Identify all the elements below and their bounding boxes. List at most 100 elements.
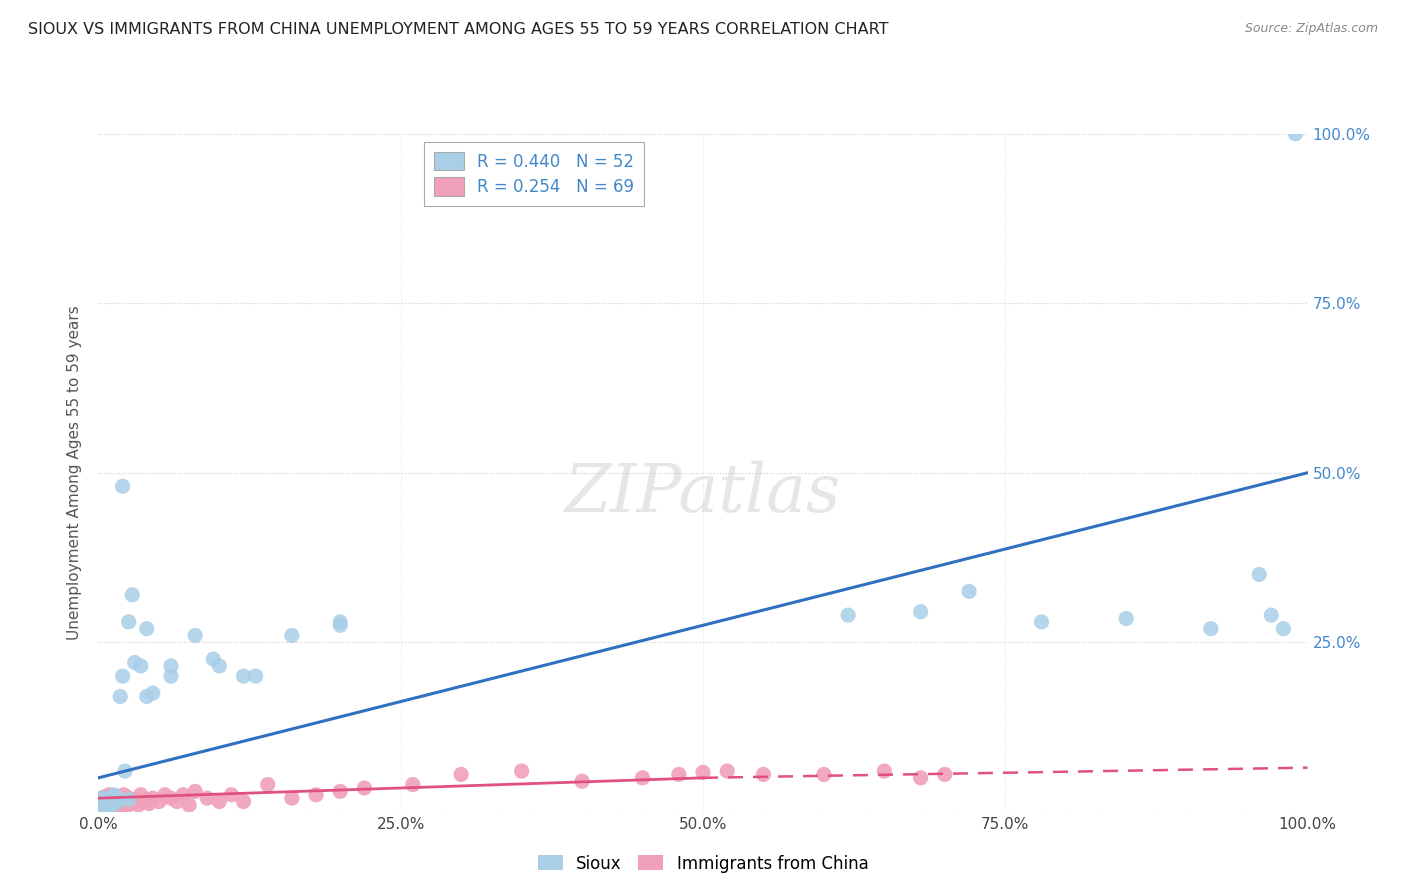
Point <box>100 791 122 805</box>
Point <box>195 791 218 805</box>
Legend: R = 0.440   N = 52, R = 0.254   N = 69: R = 0.440 N = 52, R = 0.254 N = 69 <box>423 142 644 206</box>
Point <box>90 801 112 815</box>
Point <box>112 788 135 802</box>
Point <box>148 795 170 809</box>
Point <box>100 797 122 812</box>
Point <box>184 628 207 642</box>
Y-axis label: Unemployment Among Ages 55 to 59 years: Unemployment Among Ages 55 to 59 years <box>67 305 83 640</box>
Point <box>94 797 117 811</box>
Point <box>100 795 122 809</box>
Point <box>118 615 141 629</box>
Point <box>105 789 128 804</box>
Point <box>232 795 254 809</box>
Text: Source: ZipAtlas.com: Source: ZipAtlas.com <box>1244 22 1378 36</box>
Point <box>101 797 124 812</box>
Point <box>105 789 128 804</box>
Point <box>91 791 114 805</box>
Point <box>1249 567 1271 582</box>
Point <box>1272 622 1295 636</box>
Point <box>281 628 304 642</box>
Point <box>245 669 267 683</box>
Point <box>91 791 114 805</box>
Point <box>104 797 127 812</box>
Point <box>114 795 136 809</box>
Point <box>91 797 114 812</box>
Point <box>118 792 141 806</box>
Point <box>111 479 134 493</box>
Point <box>692 765 714 780</box>
Point <box>111 669 134 683</box>
Point <box>1031 615 1053 629</box>
Point <box>114 764 136 778</box>
Point <box>752 767 775 781</box>
Point <box>104 792 127 806</box>
Point <box>450 767 472 781</box>
Point <box>232 669 254 683</box>
Point <box>166 795 188 809</box>
Point <box>96 801 118 815</box>
Point <box>138 797 160 811</box>
Point <box>873 764 896 778</box>
Point <box>172 788 194 802</box>
Point <box>1199 622 1222 636</box>
Point <box>108 690 131 704</box>
Point <box>221 788 243 802</box>
Point <box>108 795 131 809</box>
Point <box>142 686 165 700</box>
Point <box>98 797 121 811</box>
Point <box>90 795 112 809</box>
Point <box>256 778 278 792</box>
Point <box>153 788 176 802</box>
Point <box>93 801 115 815</box>
Point <box>813 767 835 781</box>
Point <box>402 778 425 792</box>
Point <box>100 797 122 811</box>
Point <box>121 588 143 602</box>
Point <box>103 792 125 806</box>
Point <box>115 799 138 814</box>
Point <box>120 797 142 811</box>
Point <box>129 659 152 673</box>
Point <box>160 791 183 805</box>
Point <box>135 690 157 704</box>
Point <box>1284 127 1306 141</box>
Point <box>305 788 328 802</box>
Point <box>91 799 114 814</box>
Point <box>353 780 375 795</box>
Point <box>179 797 201 812</box>
Text: ZIPatlas: ZIPatlas <box>565 460 841 525</box>
Point <box>135 792 157 806</box>
Point <box>142 791 165 805</box>
Point <box>90 801 112 815</box>
Point <box>107 795 129 809</box>
Point <box>103 788 125 802</box>
Point <box>184 784 207 798</box>
Point <box>91 797 114 812</box>
Point <box>94 797 117 812</box>
Point <box>510 764 533 778</box>
Point <box>571 774 593 789</box>
Point <box>837 608 859 623</box>
Point <box>96 792 118 806</box>
Point <box>97 801 120 815</box>
Point <box>97 791 120 805</box>
Point <box>135 622 157 636</box>
Point <box>160 659 183 673</box>
Point <box>100 799 122 814</box>
Point <box>910 771 932 785</box>
Point <box>96 799 118 814</box>
Point <box>93 797 115 811</box>
Point <box>329 618 352 632</box>
Point <box>202 652 225 666</box>
Point <box>110 791 132 805</box>
Point <box>160 669 183 683</box>
Point <box>134 795 156 809</box>
Point <box>107 799 129 814</box>
Point <box>98 788 121 802</box>
Point <box>716 764 738 778</box>
Point <box>124 792 146 806</box>
Point <box>124 656 146 670</box>
Point <box>96 795 118 809</box>
Point <box>93 789 115 804</box>
Point <box>631 771 654 785</box>
